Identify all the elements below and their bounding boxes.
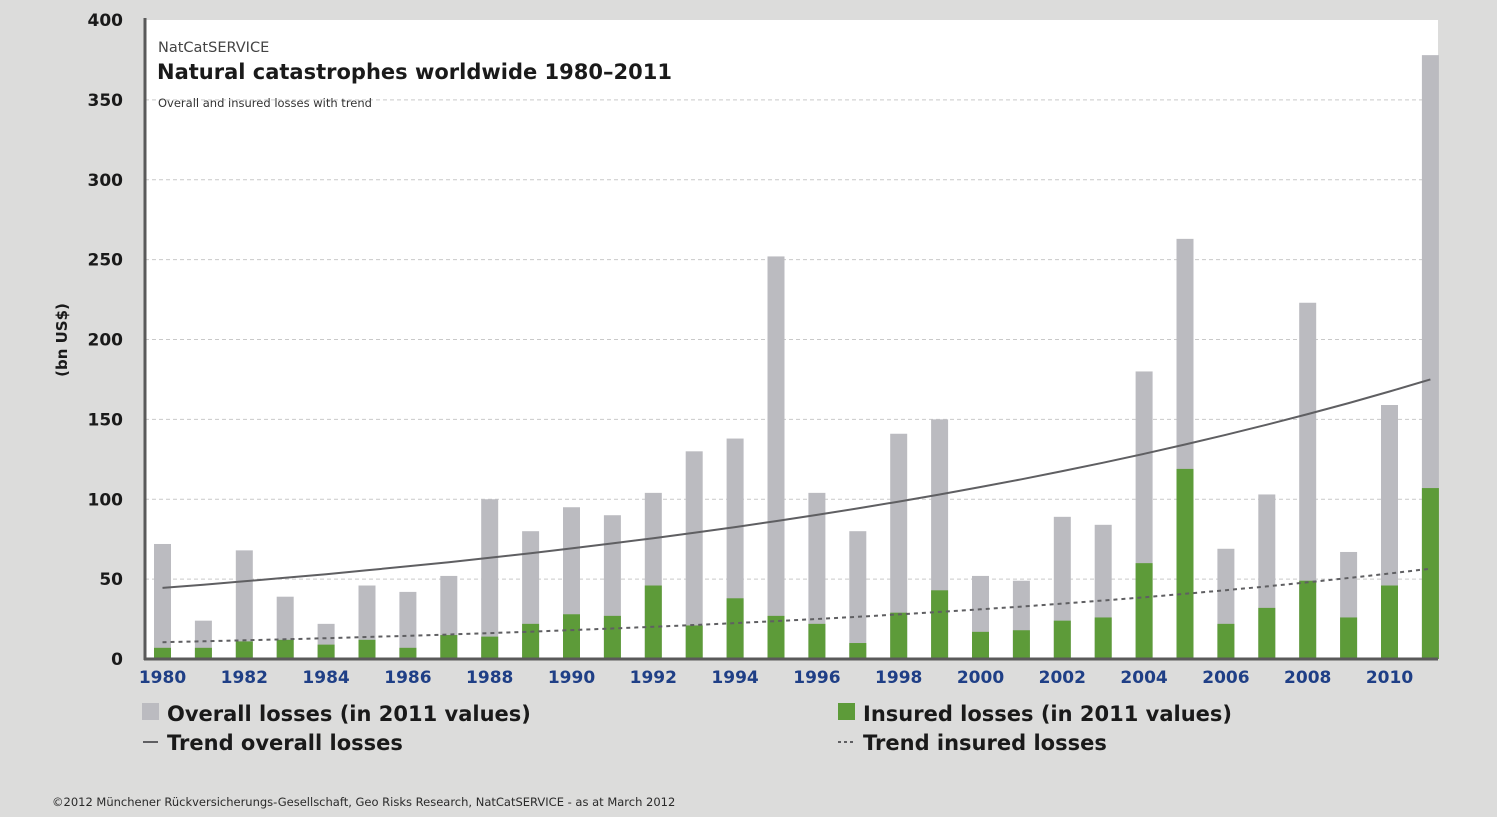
bar-insured-1989 [522,623,540,659]
legend-label-trend-overall: Trend overall losses [167,731,403,755]
x-tick-label: 2008 [1284,668,1331,688]
bar-insured-1986 [399,647,417,659]
x-tick-label: 1986 [384,668,431,688]
bar-insured-1981 [194,647,212,659]
bar-insured-1995 [767,615,785,659]
bar-insured-2000 [972,631,989,659]
x-tick-label: 2010 [1366,668,1413,688]
bar-insured-1996 [808,623,826,659]
trend-lines [162,378,1431,644]
chart-subtitle: Overall and insured losses with trend [158,96,372,110]
y-axis-label: (bn US$) [53,303,71,377]
bar-overall-1998 [890,433,908,659]
x-tick-label: 1996 [793,668,840,688]
bar-insured-2001 [1012,630,1030,659]
bar-overall-1982 [235,550,253,659]
x-tick-label: 1994 [711,668,758,688]
bars [154,55,1439,660]
bar-insured-2003 [1094,617,1112,659]
chart-title: Natural catastrophes worldwide 1980–2011 [157,60,672,84]
y-tick-label: 0 [111,650,123,670]
bar-overall-1997 [849,531,867,659]
y-tick-label: 50 [99,570,123,590]
legend-label-overall: Overall losses (in 2011 values) [167,702,531,726]
bar-insured-1982 [235,641,253,659]
legend-item-trend-overall: Trend overall losses [143,731,403,755]
gridlines [145,99,1438,580]
x-tick-label: 1982 [221,668,268,688]
bar-overall-1988 [481,499,499,659]
y-tick-label: 250 [88,251,124,271]
y-tick-label: 200 [88,331,124,351]
y-tick-labels: 0 50 100 150 200 250 300 350 400 [88,11,124,670]
bar-overall-1996 [808,492,826,659]
x-tick-label: 1988 [466,668,513,688]
x-tick-label: 2006 [1202,668,1249,688]
legend-swatch-overall [142,703,159,720]
y-tick-label: 100 [88,490,124,510]
bar-overall-2008 [1299,302,1317,659]
legend: Overall losses (in 2011 values) Insured … [142,702,1232,755]
bar-insured-2002 [1053,620,1071,659]
bar-overall-1995 [767,256,785,659]
bar-insured-2006 [1217,623,1235,659]
bar-insured-1997 [849,643,867,659]
x-tick-labels: 1980 1982 1984 1986 1988 1990 1992 1994 1996 1998… [139,668,1413,688]
x-tick-label: 1998 [875,668,922,688]
bar-insured-1980 [154,647,171,659]
x-tick-label: 1990 [548,668,595,688]
bar-insured-1999 [931,590,949,659]
legend-item-insured: Insured losses (in 2011 values) [838,702,1232,726]
x-tick-label: 1980 [139,668,186,688]
y-tick-label: 400 [88,11,124,31]
legend-label-trend-insured: Trend insured losses [863,731,1107,755]
x-tick-label: 1992 [630,668,677,688]
legend-item-trend-insured: Trend insured losses [838,731,1107,755]
bar-insured-1998 [890,612,908,659]
x-tick-label: 2004 [1120,668,1167,688]
bar-insured-1985 [358,639,376,659]
y-tick-label: 300 [88,171,124,191]
bar-insured-2005 [1176,468,1194,659]
x-tick-label: 2000 [957,668,1004,688]
bar-insured-2010 [1381,585,1398,659]
bar-insured-1983 [276,639,294,659]
bar-overall-1986 [399,591,417,659]
bar-insured-1993 [685,625,703,659]
legend-label-insured: Insured losses (in 2011 values) [863,702,1232,726]
y-tick-label: 150 [88,410,124,430]
trend-insured-line [162,567,1431,644]
bar-insured-1988 [481,636,499,659]
bar-insured-1990 [563,614,580,659]
legend-swatch-insured [838,703,855,720]
x-tick-label: 2002 [1039,668,1086,688]
bar-insured-1987 [440,635,458,659]
bar-insured-2007 [1258,607,1276,659]
bar-insured-2009 [1340,617,1358,659]
trend-overall-line [162,378,1431,589]
bar-insured-1992 [644,585,662,659]
bar-overall-1980 [154,543,171,659]
bar-insured-2004 [1135,563,1153,659]
footnote: ©2012 Münchener Rückversicherungs-Gesell… [52,795,675,809]
bar-insured-1994 [726,598,744,659]
bar-overall-1993 [685,451,703,659]
bar-insured-1984 [317,644,335,659]
bar-insured-2011 [1421,488,1439,659]
legend-item-overall: Overall losses (in 2011 values) [142,702,531,726]
bar-insured-2008 [1299,580,1317,659]
source-label: NatCatSERVICE [158,40,269,56]
bar-insured-1991 [603,615,621,659]
axes [143,18,1438,661]
y-tick-label: 350 [88,91,124,111]
x-tick-label: 1984 [302,668,349,688]
